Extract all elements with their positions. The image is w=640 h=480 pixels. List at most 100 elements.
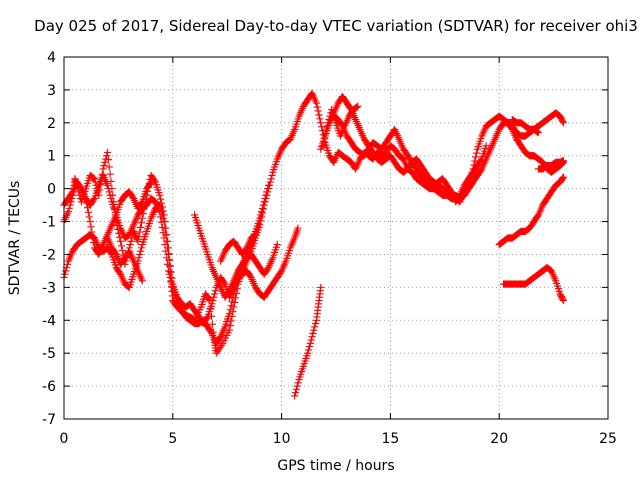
data-point <box>65 204 73 212</box>
data-point <box>482 142 490 150</box>
data-point <box>137 244 146 252</box>
data-point <box>251 231 260 239</box>
data-point <box>230 286 239 294</box>
axis-ticks: 0 5 10 15 20 25 -7 -6 -5 -4 -3 -2 -1 0 1 2 3 4 <box>42 50 617 447</box>
data-point <box>304 349 312 357</box>
y-tick-label: -4 <box>42 313 56 329</box>
y-tick-label: -7 <box>42 412 56 428</box>
data-point <box>208 300 216 308</box>
data-point <box>66 201 74 209</box>
data-point <box>168 280 176 288</box>
data-point <box>257 211 265 219</box>
data-point <box>64 208 72 216</box>
data-point <box>84 208 92 216</box>
data-point <box>220 279 228 287</box>
data-point <box>260 198 268 206</box>
data-point <box>455 192 463 201</box>
data-point <box>100 162 108 170</box>
data-point <box>134 237 142 245</box>
data-point <box>264 181 273 189</box>
data-point <box>156 208 164 216</box>
data-point <box>86 217 94 226</box>
data-point <box>291 389 300 397</box>
x-tick-label: 25 <box>599 431 617 447</box>
data-point <box>103 152 111 160</box>
data-point <box>273 240 281 249</box>
data-point <box>353 103 361 111</box>
y-tick-label: 1 <box>47 149 56 165</box>
data-point <box>89 174 98 182</box>
data-point <box>311 319 320 328</box>
data-point <box>225 310 233 318</box>
data-point <box>106 170 114 178</box>
data-point <box>105 163 113 171</box>
data-point <box>534 129 542 137</box>
data-point <box>352 104 360 112</box>
chart-title: Day 025 of 2017, Sidereal Day-to-day VTE… <box>34 17 638 35</box>
data-point <box>89 196 98 204</box>
data-point <box>211 287 220 295</box>
data-point <box>105 188 113 196</box>
data-point <box>305 343 314 351</box>
data-point <box>111 249 119 257</box>
data-point <box>293 382 301 390</box>
y-axis-label: SDTVAR / TECUs <box>7 181 23 296</box>
y-tick-label: 0 <box>47 182 56 198</box>
data-point <box>307 336 315 344</box>
x-tick-label: 5 <box>168 431 177 447</box>
data-point <box>264 185 272 193</box>
data-point <box>267 175 275 183</box>
data-point <box>321 134 329 142</box>
data-point <box>258 204 267 212</box>
data-point <box>308 333 316 341</box>
x-tick-label: 0 <box>60 431 69 447</box>
data-point <box>161 240 169 249</box>
data-point <box>90 175 99 183</box>
y-tick-label: -3 <box>42 280 56 296</box>
data-point <box>99 165 107 173</box>
data-point <box>292 385 300 393</box>
data-point <box>321 130 330 138</box>
y-tick-label: 4 <box>47 50 56 66</box>
data-point <box>127 237 135 245</box>
data-point <box>164 267 173 275</box>
data-point <box>103 148 112 157</box>
data-point <box>291 392 299 400</box>
data-point <box>306 339 314 347</box>
data-point <box>116 237 125 245</box>
data-point <box>325 115 333 124</box>
data-point <box>559 174 567 182</box>
data-point <box>62 267 70 275</box>
data-point <box>304 346 313 354</box>
data-point <box>559 157 567 165</box>
data-point <box>207 328 215 336</box>
x-tick-label: 15 <box>381 431 399 447</box>
data-point <box>89 239 98 247</box>
data-point <box>446 187 455 195</box>
data-point <box>137 199 146 207</box>
y-tick-label: 3 <box>47 83 56 99</box>
data-point <box>559 117 567 126</box>
data-point <box>256 214 264 222</box>
data-point <box>257 208 266 216</box>
data-point <box>294 379 302 387</box>
data-point <box>88 228 96 236</box>
data-point <box>533 128 542 136</box>
data-point <box>559 173 567 181</box>
data-point <box>226 306 234 314</box>
data-point <box>264 265 272 273</box>
data-point <box>472 153 480 161</box>
data-point <box>163 254 171 262</box>
data-point <box>259 201 267 209</box>
data-point <box>559 296 567 305</box>
data-point <box>226 321 234 330</box>
data-point <box>157 195 165 203</box>
data-point <box>477 166 485 174</box>
data-point <box>263 188 271 196</box>
x-tick-label: 10 <box>273 431 291 447</box>
data-point <box>83 204 92 212</box>
data-point <box>103 181 112 189</box>
data-point <box>106 191 114 199</box>
data-point <box>85 213 93 221</box>
data-point <box>507 124 515 132</box>
